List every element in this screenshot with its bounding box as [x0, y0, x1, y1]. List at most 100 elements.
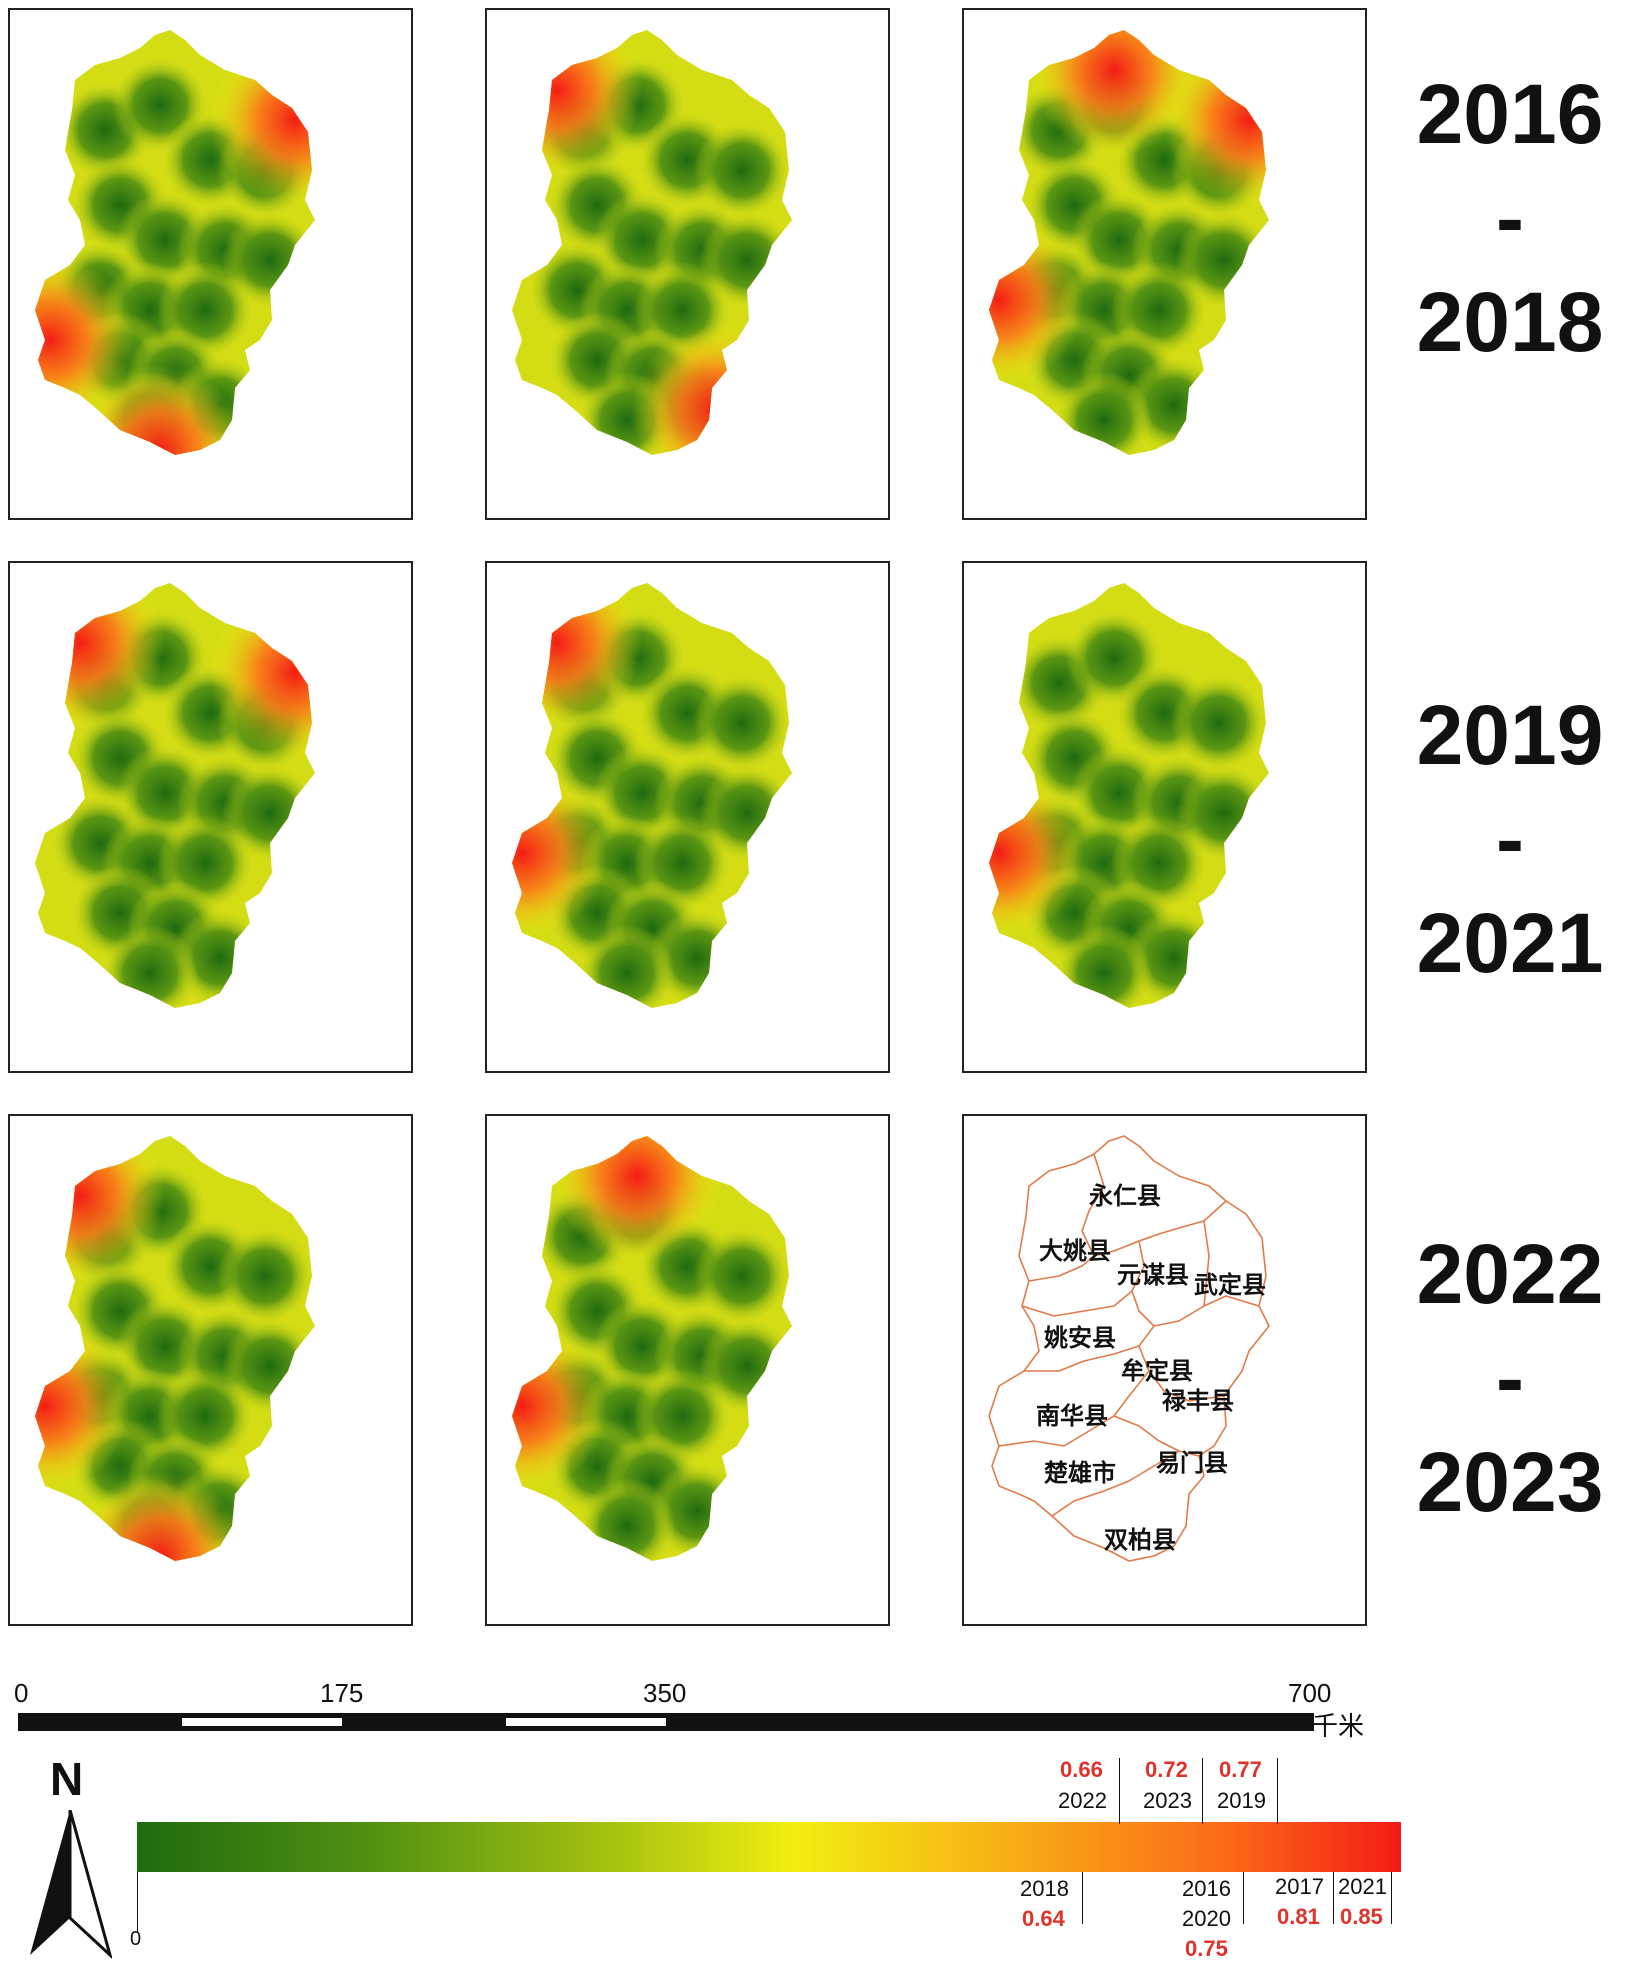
hotspot-west — [989, 215, 1084, 385]
period-start: 2022 — [1416, 1227, 1604, 1321]
county-reference-map: 永仁县 大姚县 元谋县 武定县 姚安县 牟定县 南华县 禄丰县 楚雄市 易门县 … — [962, 1114, 1367, 1626]
county-label-chuxiong: 楚雄市 — [1044, 1459, 1116, 1487]
hotspot-northeast — [210, 588, 315, 758]
cluster-cell — [579, 925, 675, 1008]
county-label-yaoan: 姚安县 — [1043, 1324, 1116, 1352]
cluster-cell — [1056, 925, 1152, 1008]
legend-year-2018: 2018 — [1020, 1876, 1069, 1901]
county-border — [1203, 1220, 1210, 1307]
heatmap-2018 — [989, 30, 1269, 455]
cluster-cell — [579, 1478, 675, 1561]
north-arrow-icon — [30, 1810, 112, 1959]
county-label-wuding: 武定县 — [1194, 1271, 1266, 1299]
period-end: 2023 — [1416, 1435, 1604, 1529]
legend-year-2020: 2020 — [1182, 1906, 1231, 1931]
legend-value-2023: 0.72 — [1145, 1757, 1188, 1782]
county-label-yimen: 易门县 — [1156, 1449, 1228, 1477]
period-end: 2021 — [1416, 896, 1604, 990]
legend-tick-2016-2020 — [1243, 1872, 1244, 1924]
scale-bar-graphic — [18, 1713, 1314, 1731]
map-panel-2022 — [8, 1114, 413, 1626]
legend-tick-2019 — [1277, 1758, 1278, 1824]
cluster-cell — [694, 122, 790, 218]
county-border — [1024, 1325, 1155, 1372]
county-border — [1028, 1255, 1095, 1282]
legend-year-2017: 2017 — [1275, 1874, 1324, 1899]
legend-tick-2022 — [1119, 1758, 1120, 1824]
county-border — [1113, 1415, 1200, 1457]
heatmap-2016 — [35, 30, 315, 455]
cluster-cell — [694, 1228, 790, 1324]
county-label-shuangbai: 双柏县 — [1104, 1526, 1176, 1554]
map-panel-2021 — [962, 561, 1367, 1073]
cluster-cell — [102, 925, 198, 1008]
county-label-nanhua: 南华县 — [1036, 1402, 1108, 1430]
county-border — [1051, 1450, 1180, 1517]
county-border — [1021, 1290, 1133, 1317]
legend-min-label: 0 — [130, 1928, 142, 1950]
hotspot-west — [512, 1321, 607, 1491]
period-dash: - — [1496, 171, 1524, 265]
prefecture-outline — [988, 1135, 1270, 1562]
heatmap-2020 — [512, 583, 792, 1008]
legend-year-2019: 2019 — [1217, 1788, 1266, 1813]
legend-year-2021: 2021 — [1338, 1874, 1387, 1899]
county-label-mouding: 牟定县 — [1121, 1357, 1193, 1385]
hotspot-southeast — [632, 325, 792, 455]
hotspot-west — [35, 1321, 130, 1491]
legend-value-2017: 0.81 — [1277, 1904, 1320, 1929]
period-label-2016-2018: 2016 - 2018 — [1395, 62, 1625, 374]
legend-value-2020: 0.75 — [1185, 1936, 1228, 1961]
hotspot-southwest — [35, 255, 135, 425]
legend-tick-2021 — [1391, 1872, 1392, 1924]
period-dash: - — [1496, 1331, 1524, 1425]
period-label-2022-2023: 2022 - 2023 — [1395, 1222, 1625, 1534]
county-label-yuanmou: 元谋县 — [1117, 1261, 1189, 1289]
county-label-lufeng: 禄丰县 — [1162, 1387, 1234, 1415]
north-arrow-label: N — [50, 1753, 84, 1805]
hotspot-northeast — [210, 35, 315, 205]
cluster-cell — [217, 1228, 313, 1324]
legend-year-2023: 2023 — [1143, 1788, 1192, 1813]
period-start: 2019 — [1416, 688, 1604, 782]
map-panel-2018 — [962, 8, 1367, 520]
legend-value-2022: 0.66 — [1060, 1757, 1103, 1782]
heatmap-2019 — [35, 583, 315, 1008]
hotspot-west — [989, 768, 1084, 938]
period-start: 2016 — [1416, 67, 1604, 161]
cluster-cell — [694, 675, 790, 771]
legend-value-2021: 0.85 — [1340, 1904, 1383, 1929]
map-panel-2016 — [8, 8, 413, 520]
legend-tick-2018 — [1082, 1872, 1083, 1924]
county-border — [1081, 1153, 1227, 1257]
map-panel-2019 — [8, 561, 413, 1073]
legend-value-2019: 0.77 — [1219, 1757, 1262, 1782]
hotspot-north — [552, 1136, 722, 1261]
hotspot-west — [512, 768, 607, 938]
legend-year-2016: 2016 — [1182, 1876, 1231, 1901]
heatmap-2017 — [512, 30, 792, 455]
heatmap-2023 — [512, 1136, 792, 1561]
scale-tick-350: 350 — [643, 1678, 687, 1708]
county-label-yongren: 永仁县 — [1089, 1182, 1161, 1210]
period-label-2019-2021: 2019 - 2021 — [1395, 683, 1625, 995]
cluster-cell — [1171, 675, 1267, 771]
cluster-cell — [1056, 372, 1152, 455]
legend-value-2018: 0.64 — [1022, 1906, 1065, 1931]
period-end: 2018 — [1416, 275, 1604, 369]
scale-tick-700: 700 — [1288, 1678, 1332, 1708]
map-panel-2017 — [485, 8, 890, 520]
legend-year-2022: 2022 — [1058, 1788, 1107, 1813]
hotspot-north — [1029, 30, 1199, 155]
heatmap-2022 — [35, 1136, 315, 1561]
legend-tick-2017 — [1333, 1872, 1334, 1924]
hotspot-northeast — [1164, 35, 1269, 205]
county-border — [1138, 1345, 1225, 1402]
map-panel-2020 — [485, 561, 890, 1073]
legend-zero-tick — [137, 1872, 138, 1932]
heatmap-2021 — [989, 583, 1269, 1008]
legend-color-ramp — [137, 1822, 1401, 1872]
county-label-dayao: 大姚县 — [1039, 1237, 1111, 1265]
legend-tick-2023 — [1202, 1758, 1203, 1824]
county-border — [998, 1370, 1150, 1447]
